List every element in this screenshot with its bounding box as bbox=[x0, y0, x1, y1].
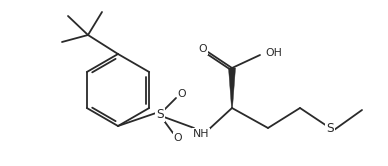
Text: O: O bbox=[178, 89, 186, 99]
Text: OH: OH bbox=[265, 48, 282, 58]
Text: NH: NH bbox=[193, 129, 209, 139]
Text: O: O bbox=[199, 44, 207, 54]
Polygon shape bbox=[229, 68, 236, 108]
Text: S: S bbox=[156, 109, 164, 122]
Text: O: O bbox=[174, 133, 182, 143]
Text: S: S bbox=[326, 122, 334, 134]
